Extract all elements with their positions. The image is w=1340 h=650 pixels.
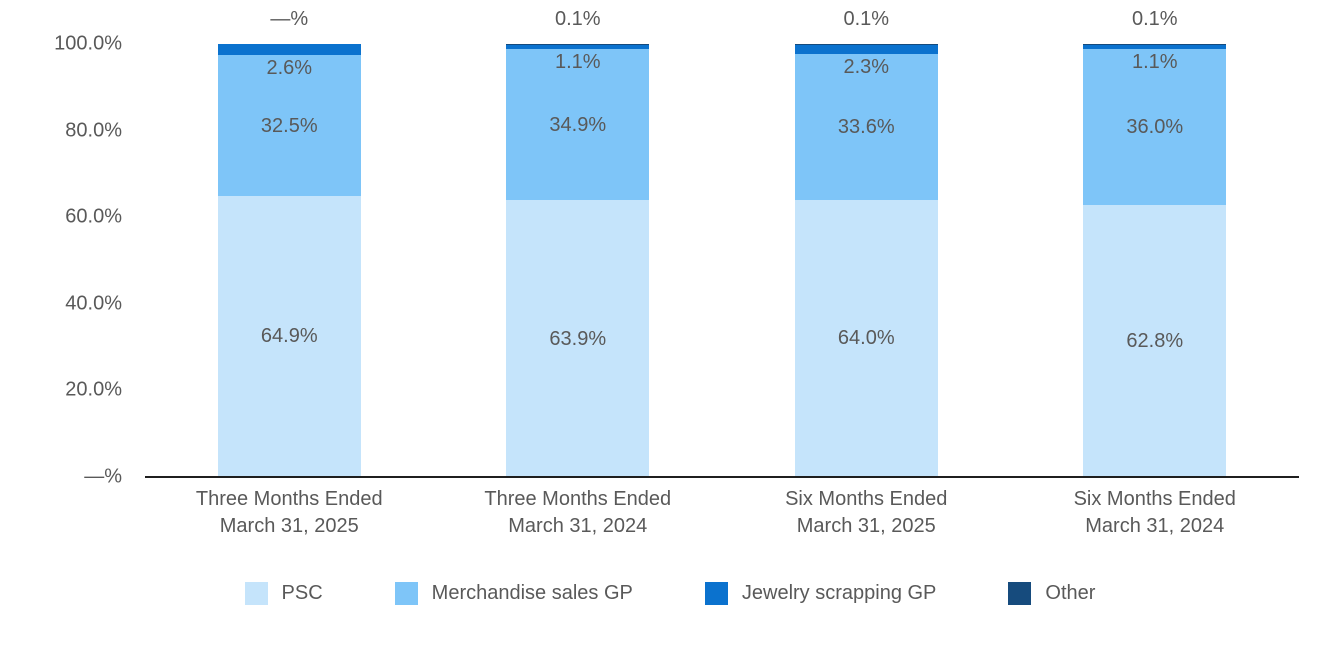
data-label-jewelry-scrapping-gp: 2.3% — [843, 56, 890, 79]
legend-swatch-icon — [244, 582, 268, 605]
legend: PSC Merchandise sales GP Jewelry scrapping… — [0, 582, 1340, 605]
data-label-merchandise-sales-gp: 33.6% — [837, 116, 895, 139]
bar-segment-merchandise-sales-gp — [217, 55, 361, 196]
data-label-psc: 63.9% — [549, 327, 607, 350]
legend-item-psc: PSC — [244, 582, 323, 605]
data-label-other: 0.1% — [843, 8, 890, 30]
bar-three-months-ended-march-31-2025: 64.9% 32.5% 2.6% —% — [217, 8, 361, 477]
data-label-jewelry-scrapping-gp: 2.6% — [266, 57, 313, 80]
y-axis-tick-label: 20.0% — [65, 378, 122, 401]
data-label-jewelry-scrapping-gp: 1.1% — [554, 51, 601, 74]
legend-swatch-icon — [1008, 582, 1032, 605]
category-label: Three Months Ended March 31, 2025 — [145, 486, 434, 540]
data-label-psc: 64.0% — [837, 327, 895, 350]
y-axis-tick-label: 100.0% — [54, 32, 122, 55]
legend-label: Merchandise sales GP — [431, 582, 633, 604]
y-axis-tick-label: 80.0% — [65, 119, 122, 142]
legend-label: Other — [1045, 582, 1096, 604]
bar-segment-merchandise-sales-gp — [506, 49, 650, 201]
y-axis-tick-label: —% — [84, 465, 122, 488]
category-label-line2: March 31, 2024 — [1085, 515, 1225, 537]
legend-item-jewelry-scrapping-gp: Jewelry scrapping GP — [704, 582, 937, 605]
data-label-other: —% — [270, 8, 309, 30]
bar-three-months-ended-march-31-2024: 63.9% 34.9% 1.1% 0.1% — [506, 8, 650, 477]
data-label-merchandise-sales-gp: 34.9% — [549, 113, 607, 136]
data-label-merchandise-sales-gp: 36.0% — [1126, 116, 1184, 139]
category-label-line1: Three Months Ended — [484, 488, 672, 510]
category-label-line1: Six Months Ended — [1073, 488, 1236, 510]
bar-segment-psc — [506, 200, 650, 477]
data-label-jewelry-scrapping-gp: 1.1% — [1131, 51, 1178, 74]
legend-label: Jewelry scrapping GP — [741, 582, 937, 604]
legend-item-merchandise-sales-gp: Merchandise sales GP — [394, 582, 633, 605]
category-label-line1: Three Months Ended — [195, 488, 383, 510]
category-label-line2: March 31, 2025 — [796, 515, 936, 537]
data-label-other: 0.1% — [554, 8, 601, 30]
category-label-line2: March 31, 2025 — [219, 515, 359, 537]
bar-segment-jewelry-scrapping-gp — [794, 44, 938, 55]
data-label-merchandise-sales-gp: 32.5% — [260, 114, 318, 137]
bar-segment-merchandise-sales-gp — [794, 54, 938, 200]
y-axis-tick-label: 40.0% — [65, 292, 122, 315]
bar-six-months-ended-march-31-2025: 64.0% 33.6% 2.3% 0.1% — [794, 8, 938, 477]
bar-segment-jewelry-scrapping-gp — [217, 44, 361, 56]
bar-segment-jewelry-scrapping-gp — [1083, 44, 1227, 50]
data-label-other: 0.1% — [1131, 8, 1178, 30]
y-axis-tick-label: 60.0% — [65, 205, 122, 228]
legend-item-other: Other — [1008, 582, 1095, 605]
bar-segment-psc — [794, 199, 938, 477]
category-label: Three Months Ended March 31, 2024 — [434, 486, 723, 540]
category-label-line1: Six Months Ended — [785, 488, 948, 510]
bar-segment-jewelry-scrapping-gp — [506, 44, 650, 50]
bar-segment-psc — [1083, 205, 1227, 477]
bar-segment-merchandise-sales-gp — [1083, 49, 1227, 206]
legend-swatch-icon — [704, 582, 728, 605]
bar-six-months-ended-march-31-2024: 62.8% 36.0% 1.1% 0.1% — [1083, 8, 1227, 477]
data-label-psc: 62.8% — [1126, 330, 1184, 353]
category-label: Six Months Ended March 31, 2024 — [1011, 486, 1300, 540]
category-label-line2: March 31, 2024 — [508, 515, 648, 537]
bar-segment-psc — [217, 195, 361, 477]
x-axis-line — [145, 475, 1299, 478]
category-label: Six Months Ended March 31, 2025 — [722, 486, 1011, 540]
legend-swatch-icon — [394, 582, 418, 605]
legend-label: PSC — [281, 582, 323, 604]
data-label-psc: 64.9% — [260, 325, 318, 348]
